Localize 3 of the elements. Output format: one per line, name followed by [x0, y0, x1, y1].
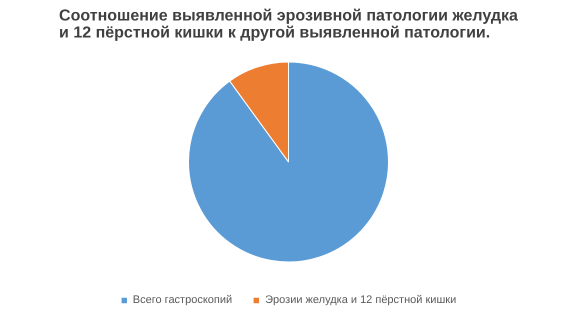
chart-title: Соотношение выявленной эрозивной патологии желудка и 12 пёрстной кишки к другой выявленной патологии. [59, 8, 518, 42]
legend-label: Всего гастроскопий [132, 294, 232, 306]
legend-label: Эрозии желудка и 12 пёрстной кишки [265, 294, 456, 306]
